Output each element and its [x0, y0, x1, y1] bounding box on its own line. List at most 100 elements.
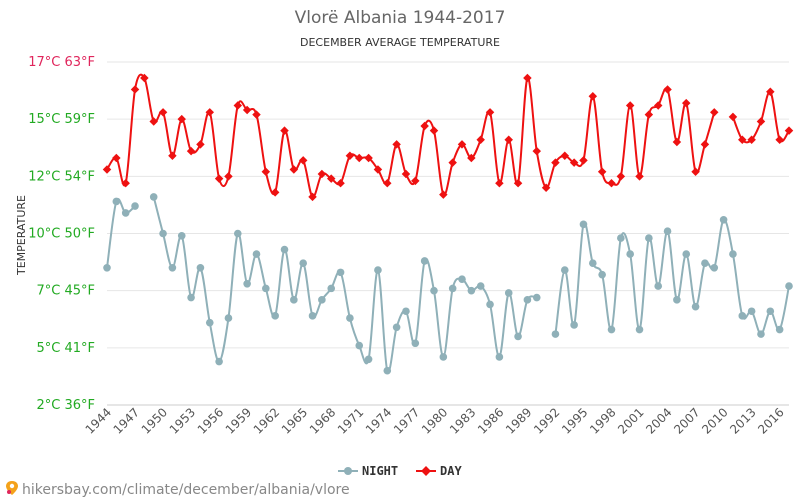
night-point[interactable] [374, 266, 382, 274]
night-point[interactable] [252, 250, 261, 258]
day-point[interactable] [504, 135, 513, 144]
night-point[interactable] [168, 264, 177, 272]
day-point[interactable] [710, 108, 719, 117]
night-point[interactable] [308, 312, 317, 320]
night-point[interactable] [766, 307, 775, 316]
day-point[interactable] [429, 126, 439, 135]
night-point[interactable] [467, 286, 476, 295]
night-point[interactable] [775, 325, 784, 334]
night-point[interactable] [448, 284, 457, 293]
day-point[interactable] [140, 73, 149, 83]
footer[interactable]: hikersbay.com/climate/december/albania/v… [6, 481, 350, 498]
night-point[interactable] [336, 268, 345, 277]
night-point[interactable] [196, 264, 205, 272]
night-point[interactable] [131, 202, 139, 210]
day-point[interactable] [186, 146, 196, 156]
day-point[interactable] [635, 172, 644, 181]
day-point[interactable] [177, 114, 186, 124]
day-point[interactable] [112, 153, 121, 163]
day-point[interactable] [420, 121, 429, 131]
night-point[interactable] [121, 209, 130, 217]
night-point[interactable] [663, 227, 672, 236]
night-point[interactable] [243, 280, 251, 288]
day-point[interactable] [373, 165, 383, 174]
legend-day[interactable]: DAY [416, 464, 462, 478]
day-point[interactable] [728, 112, 738, 122]
day-point[interactable] [663, 85, 672, 94]
day-point[interactable] [270, 188, 280, 197]
night-point[interactable] [673, 296, 681, 304]
night-point[interactable] [458, 275, 466, 284]
day-point[interactable] [205, 108, 215, 117]
night-point[interactable] [187, 293, 195, 302]
day-point[interactable] [579, 156, 588, 165]
night-point[interactable] [570, 321, 578, 329]
day-point[interactable] [298, 156, 308, 165]
day-point[interactable] [401, 169, 411, 179]
night-point[interactable] [215, 357, 223, 366]
night-point[interactable] [177, 231, 186, 240]
day-point[interactable] [326, 174, 336, 183]
legend-night[interactable]: NIGHT [338, 464, 398, 478]
day-point[interactable] [485, 108, 495, 117]
night-point[interactable] [682, 250, 691, 258]
day-point[interactable] [242, 105, 252, 115]
day-point[interactable] [476, 135, 485, 144]
day-point[interactable] [775, 135, 784, 144]
day-point[interactable] [252, 110, 261, 119]
day-point[interactable] [214, 174, 224, 183]
night-point[interactable] [729, 250, 737, 258]
night-point[interactable] [392, 323, 401, 332]
day-point[interactable] [289, 165, 299, 174]
day-point[interactable] [308, 192, 317, 202]
day-point[interactable] [457, 140, 467, 149]
footer-url[interactable]: hikersbay.com/climate/december/albania/v… [22, 482, 350, 498]
night-point[interactable] [579, 220, 588, 229]
night-point[interactable] [476, 282, 485, 290]
night-point[interactable] [607, 325, 616, 334]
night-point[interactable] [710, 264, 719, 272]
night-point[interactable] [355, 341, 364, 350]
night-point[interactable] [691, 302, 700, 311]
night-point[interactable] [701, 259, 709, 268]
night-point[interactable] [262, 284, 270, 293]
day-point[interactable] [411, 176, 420, 186]
night-point[interactable] [112, 197, 121, 206]
night-point[interactable] [719, 215, 728, 224]
day-point[interactable] [448, 158, 457, 167]
night-point[interactable] [420, 257, 429, 265]
day-point[interactable] [700, 140, 710, 149]
night-point[interactable] [299, 259, 307, 268]
night-point[interactable] [346, 314, 354, 322]
night-point[interactable] [747, 307, 756, 316]
night-point[interactable] [327, 284, 336, 293]
night-point[interactable] [635, 325, 644, 334]
day-point[interactable] [383, 178, 392, 188]
day-point[interactable] [653, 101, 663, 110]
day-point[interactable] [607, 178, 616, 188]
night-point[interactable] [532, 293, 541, 302]
day-point[interactable] [625, 101, 635, 110]
day-point[interactable] [439, 190, 448, 199]
day-point[interactable] [149, 117, 158, 126]
night-point[interactable] [504, 289, 513, 297]
night-point[interactable] [233, 229, 242, 238]
day-point[interactable] [336, 178, 345, 188]
day-point[interactable] [644, 110, 654, 119]
day-point[interactable] [560, 151, 570, 160]
night-point[interactable] [757, 330, 765, 338]
day-point[interactable] [364, 153, 373, 163]
night-point[interactable] [383, 366, 392, 375]
day-point[interactable] [392, 140, 401, 149]
day-point[interactable] [756, 117, 766, 126]
night-point[interactable] [523, 296, 532, 304]
night-point[interactable] [103, 264, 111, 272]
day-point[interactable] [168, 151, 177, 160]
night-point[interactable] [486, 300, 494, 309]
day-point[interactable] [130, 85, 140, 94]
night-point[interactable] [617, 234, 625, 242]
day-point[interactable] [233, 101, 243, 110]
day-point[interactable] [616, 172, 626, 181]
night-point[interactable] [364, 355, 373, 364]
night-point[interactable] [280, 245, 289, 254]
